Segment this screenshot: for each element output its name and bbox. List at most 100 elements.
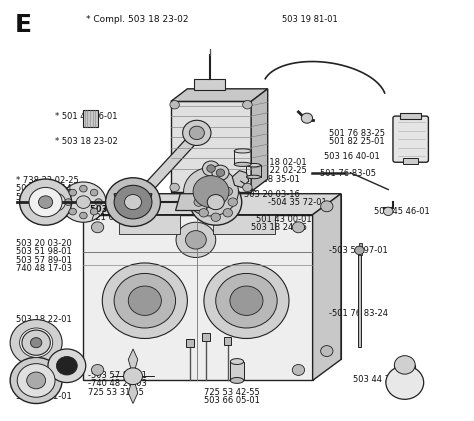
- Circle shape: [243, 183, 252, 192]
- Circle shape: [91, 189, 98, 196]
- Ellipse shape: [234, 162, 251, 166]
- Text: 503 18 22-01: 503 18 22-01: [16, 314, 72, 324]
- Circle shape: [102, 263, 187, 338]
- FancyBboxPatch shape: [393, 116, 428, 162]
- Text: 740 48 17-03: 740 48 17-03: [16, 264, 72, 273]
- Circle shape: [211, 213, 220, 221]
- Text: 503 19 81-01: 503 19 81-01: [282, 16, 337, 24]
- Circle shape: [125, 195, 142, 210]
- Ellipse shape: [230, 359, 244, 365]
- Text: -503 52 97-01: -503 52 97-01: [329, 246, 388, 255]
- Text: 501 76 83-25: 501 76 83-25: [329, 129, 385, 138]
- Ellipse shape: [246, 163, 261, 167]
- Text: 503 18 21-01: 503 18 21-01: [16, 392, 72, 401]
- Text: 503 44 32-01: 503 44 32-01: [353, 375, 409, 384]
- Circle shape: [292, 365, 305, 376]
- Circle shape: [64, 199, 72, 205]
- Circle shape: [114, 185, 152, 219]
- Circle shape: [223, 187, 232, 196]
- Circle shape: [19, 179, 72, 225]
- Circle shape: [30, 338, 42, 348]
- Bar: [213, 215, 275, 234]
- Circle shape: [124, 368, 143, 385]
- Text: * 738 22 02-25: * 738 22 02-25: [244, 166, 307, 176]
- Bar: [400, 113, 421, 119]
- Circle shape: [320, 201, 333, 212]
- Bar: [230, 362, 244, 381]
- Circle shape: [204, 263, 289, 338]
- Circle shape: [17, 364, 55, 397]
- Text: 503 51 98-01: 503 51 98-01: [16, 248, 72, 256]
- Ellipse shape: [234, 149, 251, 153]
- Bar: [403, 158, 418, 163]
- Polygon shape: [128, 376, 138, 403]
- Circle shape: [207, 165, 215, 172]
- Circle shape: [22, 330, 50, 355]
- Bar: [394, 365, 415, 383]
- Text: 503 16 40-01: 503 16 40-01: [324, 152, 380, 161]
- Circle shape: [35, 184, 75, 220]
- Circle shape: [69, 189, 76, 196]
- Text: E: E: [15, 13, 32, 37]
- Circle shape: [199, 187, 209, 196]
- Circle shape: [207, 195, 224, 210]
- Circle shape: [56, 357, 77, 375]
- Polygon shape: [128, 349, 138, 376]
- Polygon shape: [83, 194, 341, 215]
- Circle shape: [10, 320, 62, 366]
- Circle shape: [183, 167, 238, 216]
- Polygon shape: [313, 194, 341, 381]
- Text: 501 43 00-01: 501 43 00-01: [256, 215, 311, 224]
- Polygon shape: [114, 194, 152, 210]
- Bar: [194, 79, 225, 90]
- Ellipse shape: [246, 175, 261, 179]
- Circle shape: [80, 185, 87, 192]
- Circle shape: [194, 198, 203, 206]
- Circle shape: [355, 246, 364, 255]
- Polygon shape: [171, 89, 268, 101]
- Bar: [359, 243, 362, 255]
- Polygon shape: [232, 171, 249, 187]
- Text: 504 18 00-14: 504 18 00-14: [16, 184, 72, 194]
- Text: 501 82 25-01: 501 82 25-01: [329, 137, 385, 146]
- Text: * 503 18 23-02: * 503 18 23-02: [55, 137, 118, 146]
- Polygon shape: [251, 89, 268, 192]
- Bar: [186, 339, 193, 347]
- Ellipse shape: [230, 378, 244, 384]
- Text: 503 26 02-10: 503 26 02-10: [16, 193, 72, 202]
- Bar: [119, 215, 180, 234]
- Circle shape: [69, 208, 76, 215]
- Circle shape: [193, 176, 229, 208]
- Bar: [202, 333, 210, 341]
- Circle shape: [383, 207, 393, 216]
- Text: -503 57 89-01: -503 57 89-01: [88, 371, 147, 380]
- Circle shape: [182, 120, 211, 146]
- Circle shape: [170, 183, 179, 192]
- Circle shape: [170, 101, 179, 109]
- Circle shape: [190, 179, 242, 225]
- Text: 725 53 42-55: 725 53 42-55: [204, 388, 260, 397]
- Polygon shape: [175, 194, 211, 210]
- Bar: [83, 110, 98, 127]
- Circle shape: [95, 199, 102, 205]
- Circle shape: [29, 187, 62, 217]
- Text: * 503 18 02-01: * 503 18 02-01: [244, 158, 307, 167]
- Circle shape: [301, 113, 313, 123]
- Text: * 501 45 16-01: * 501 45 16-01: [55, 112, 118, 121]
- Circle shape: [38, 196, 53, 208]
- Circle shape: [292, 222, 305, 233]
- Circle shape: [10, 357, 62, 403]
- Polygon shape: [126, 135, 204, 204]
- Text: 725 53 31-55: 725 53 31-55: [88, 388, 144, 397]
- Text: 721 61 17-00: 721 61 17-00: [90, 213, 146, 222]
- Circle shape: [199, 208, 209, 217]
- Circle shape: [243, 101, 252, 109]
- Text: 501 76 83-05: 501 76 83-05: [319, 168, 376, 178]
- Circle shape: [386, 366, 424, 400]
- Polygon shape: [83, 215, 313, 381]
- Text: 503 18 24-06: 503 18 24-06: [251, 223, 307, 232]
- Circle shape: [189, 126, 204, 140]
- Circle shape: [211, 183, 220, 191]
- Text: * Compl. 503 18 23-02: * Compl. 503 18 23-02: [86, 16, 188, 24]
- Circle shape: [228, 198, 237, 206]
